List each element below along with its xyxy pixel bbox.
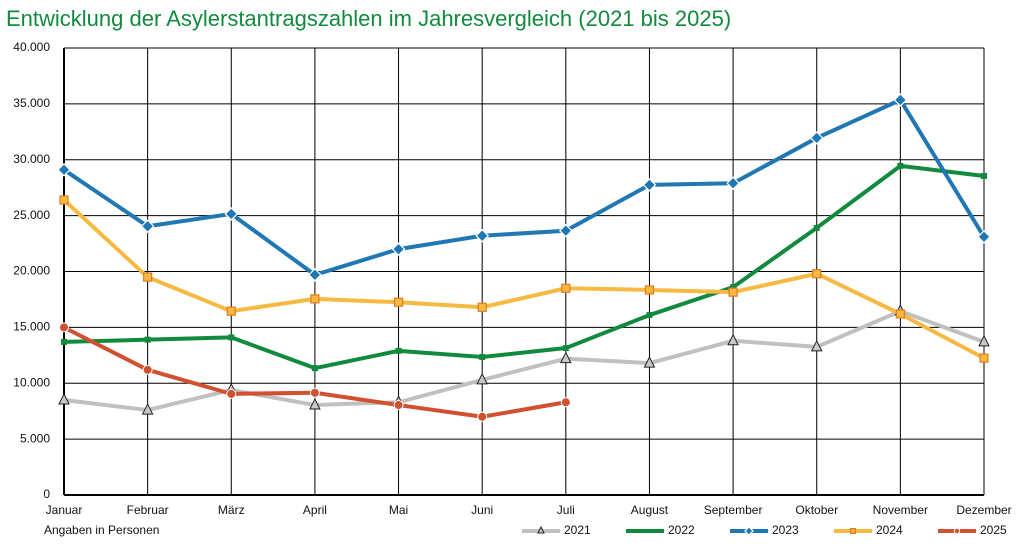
- marker: [978, 334, 990, 347]
- marker: [308, 268, 322, 282]
- marker: [977, 230, 991, 244]
- marker: [560, 351, 572, 364]
- y-tick-label: 35.000: [13, 96, 50, 110]
- marker: [562, 345, 569, 352]
- x-tick-label: Oktober: [795, 503, 838, 517]
- marker: [897, 162, 904, 169]
- marker: [953, 527, 961, 535]
- marker: [475, 228, 490, 243]
- marker: [144, 336, 151, 343]
- marker: [560, 397, 571, 408]
- marker: [730, 284, 737, 291]
- marker: [311, 365, 318, 372]
- series-line: [63, 163, 985, 371]
- series-line: [62, 198, 985, 360]
- x-tick-label: Dezember: [956, 503, 1011, 517]
- marker: [477, 302, 487, 312]
- marker: [537, 525, 545, 534]
- marker: [59, 195, 69, 205]
- marker: [561, 283, 571, 293]
- x-tick-label: Juni: [471, 503, 493, 517]
- marker: [395, 347, 402, 354]
- marker: [143, 272, 153, 282]
- marker: [228, 334, 235, 341]
- marker: [728, 287, 738, 297]
- marker: [812, 269, 822, 279]
- marker: [644, 285, 655, 295]
- x-tick-label: November: [873, 503, 928, 517]
- x-tick-label: Januar: [46, 503, 83, 517]
- marker: [643, 356, 656, 368]
- x-tick-label: August: [631, 503, 669, 517]
- marker: [477, 411, 488, 422]
- marker: [727, 333, 739, 346]
- legend-label: 2024: [876, 523, 903, 537]
- marker: [309, 387, 320, 398]
- x-tick-label: Februar: [127, 503, 169, 517]
- x-tick-label: September: [704, 503, 763, 517]
- marker: [813, 224, 820, 231]
- marker: [58, 392, 70, 405]
- marker: [476, 372, 488, 385]
- marker: [479, 353, 486, 360]
- legend-label: 2022: [668, 523, 695, 537]
- marker: [744, 526, 754, 536]
- y-tick-label: 0: [43, 487, 50, 501]
- y-tick-label: 25.000: [13, 208, 50, 222]
- y-tick-label: 40.000: [13, 40, 50, 54]
- series-line: [63, 309, 985, 413]
- y-tick-label: 15.000: [13, 320, 50, 334]
- x-tick-label: März: [218, 503, 245, 517]
- legend-label: 2023: [772, 523, 799, 537]
- legend-label: 2025: [980, 523, 1007, 537]
- marker: [393, 297, 404, 307]
- marker: [849, 527, 856, 534]
- marker: [393, 400, 404, 411]
- marker: [643, 529, 647, 533]
- y-tick-label: 5.000: [20, 431, 50, 445]
- marker: [224, 207, 239, 221]
- y-tick-label: 10.000: [13, 375, 50, 389]
- marker: [309, 397, 321, 410]
- marker: [391, 242, 406, 256]
- marker: [893, 93, 908, 107]
- marker: [646, 312, 653, 319]
- marker: [142, 364, 153, 375]
- marker: [895, 309, 905, 319]
- marker: [726, 176, 740, 191]
- marker: [979, 353, 989, 363]
- marker: [141, 402, 154, 415]
- marker: [558, 223, 573, 238]
- marker: [226, 388, 237, 399]
- y-tick-label: 30.000: [13, 152, 50, 166]
- y-tick-label: 20.000: [13, 264, 50, 278]
- marker: [59, 322, 69, 333]
- legend-label: 2021: [564, 523, 591, 537]
- marker: [810, 339, 823, 352]
- marker: [57, 162, 71, 177]
- x-tick-label: Juli: [557, 503, 575, 517]
- marker: [140, 219, 155, 234]
- note: Angaben in Personen: [44, 523, 159, 537]
- marker: [61, 338, 67, 345]
- series-line: [62, 97, 986, 277]
- marker: [981, 172, 987, 179]
- marker: [642, 178, 657, 192]
- marker: [310, 294, 320, 304]
- marker: [226, 306, 236, 316]
- marker: [809, 131, 824, 145]
- x-tick-label: April: [303, 503, 327, 517]
- x-tick-label: Mai: [389, 503, 408, 517]
- chart-title: Entwicklung der Asylerstantragszahlen im…: [6, 6, 731, 31]
